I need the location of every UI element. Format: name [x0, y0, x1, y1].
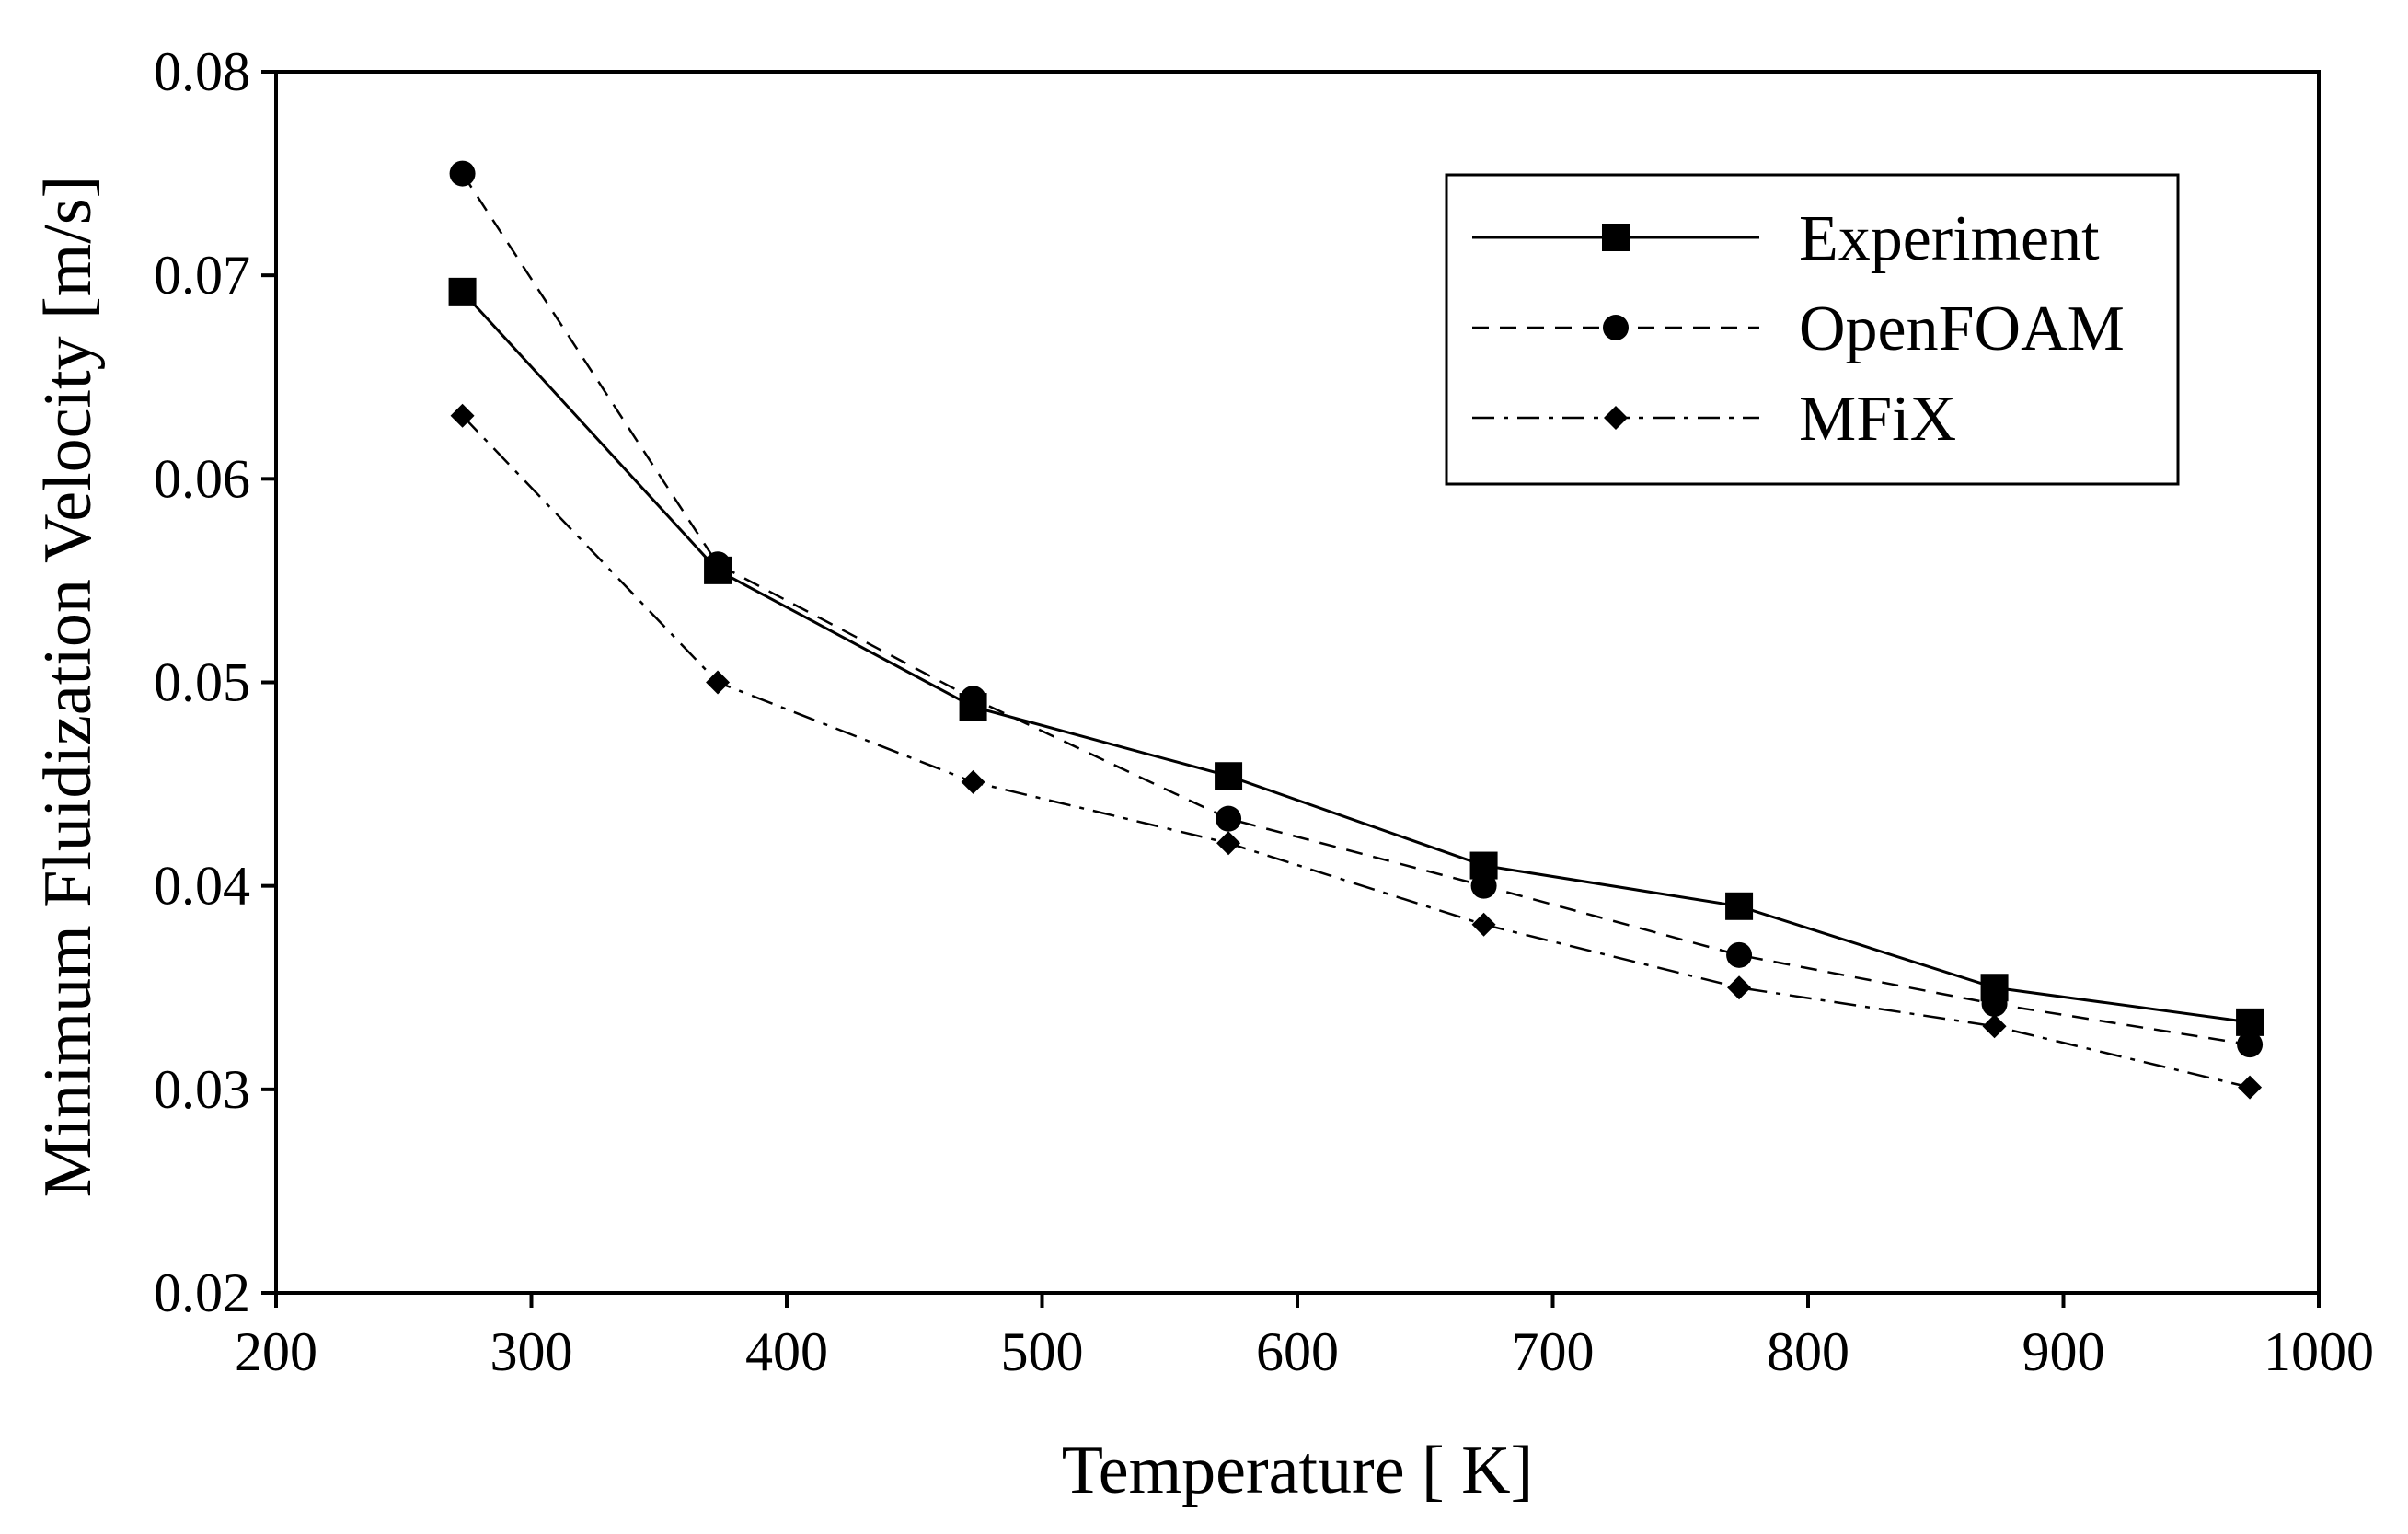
- x-tick-label: 500: [1001, 1321, 1084, 1382]
- legend-label: MFiX: [1799, 384, 1956, 455]
- legend-marker: [1602, 224, 1630, 251]
- x-tick-label: 300: [490, 1321, 573, 1382]
- x-tick-label: 200: [235, 1321, 317, 1382]
- data-point: [1981, 990, 2008, 1017]
- data-point: [961, 769, 985, 794]
- x-tick-label: 400: [745, 1321, 828, 1382]
- data-point: [705, 551, 732, 578]
- legend-entry: OpenFOAM: [1472, 294, 2125, 364]
- series-line: [461, 290, 2251, 1024]
- data-point: [2238, 1075, 2263, 1100]
- legend-box: [1445, 173, 2180, 486]
- data-point: [1471, 912, 1496, 937]
- legend-entry: MFiX: [1472, 384, 1956, 455]
- data-point: [1725, 892, 1754, 920]
- ticks-layer: 200 300 400 500 600 700 800 900 1000 0.02 0.03 0.04…: [154, 41, 2374, 1382]
- data-point: [448, 277, 477, 306]
- legend-label: Experiment: [1799, 203, 2100, 274]
- x-tick-label: 1000: [2264, 1321, 2374, 1382]
- data-point: [2236, 1008, 2264, 1036]
- y-tick-label: 0.07: [154, 245, 250, 306]
- y-tick-label: 0.04: [154, 856, 250, 917]
- legend-marker: [1603, 315, 1629, 340]
- y-tick-label: 0.05: [154, 652, 250, 713]
- legend-marker: [1604, 406, 1628, 430]
- y-tick-label: 0.08: [154, 41, 250, 102]
- y-axis-label: Minimum Fluidization Velocity [m/s]: [30, 176, 106, 1198]
- x-axis-label: Temperature [ K]: [1062, 1433, 1534, 1508]
- data-point: [1727, 975, 1752, 1000]
- data-point: [450, 403, 475, 428]
- data-point: [1470, 872, 1497, 899]
- y-tick-label: 0.03: [154, 1059, 250, 1120]
- data-point: [1216, 831, 1241, 856]
- data-point: [706, 670, 731, 695]
- data-point: [1215, 762, 1243, 790]
- series-layer: [448, 160, 2264, 1100]
- x-tick-label: 700: [1512, 1321, 1595, 1382]
- legend-entry: Experiment: [1472, 203, 2100, 274]
- data-point: [1982, 1014, 2007, 1039]
- data-point: [960, 686, 986, 712]
- series-mfix: [450, 403, 2263, 1100]
- y-tick-label: 0.02: [154, 1263, 250, 1323]
- data-point: [1216, 805, 1242, 832]
- series-line: [461, 172, 2251, 1046]
- series-openfoam: [449, 160, 2264, 1058]
- x-tick-label: 800: [1767, 1321, 1849, 1382]
- y-tick-label: 0.06: [154, 448, 250, 509]
- data-point: [449, 160, 476, 187]
- x-tick-label: 900: [2022, 1321, 2105, 1382]
- legend-label: OpenFOAM: [1799, 294, 2125, 364]
- data-point: [1726, 941, 1753, 968]
- x-tick-label: 600: [1256, 1321, 1339, 1382]
- series-line: [461, 414, 2251, 1089]
- legend: Experiment OpenFOAM MFiX: [1445, 173, 2180, 486]
- data-point: [2237, 1032, 2264, 1058]
